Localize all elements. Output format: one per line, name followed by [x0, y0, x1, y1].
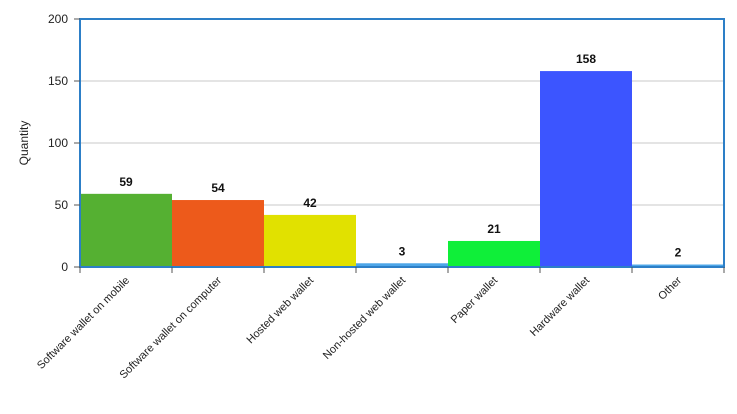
x-tick-label: Software wallet on mobile — [35, 275, 132, 372]
x-tick-label: Paper wallet — [449, 275, 500, 326]
data-label: 21 — [487, 222, 501, 236]
bar — [356, 263, 448, 267]
x-tick-label: Non-hosted web wallet — [321, 275, 408, 362]
y-axis-title: Quantity — [17, 121, 31, 166]
x-tick-label: Software wallet on computer — [117, 274, 224, 381]
bar — [80, 193, 172, 267]
data-labels: 59 54 42 3 21 158 2 — [119, 52, 681, 259]
y-tick-label: 50 — [55, 198, 69, 212]
data-label: 3 — [399, 244, 406, 258]
data-label: 54 — [211, 181, 225, 195]
y-tick-label: 100 — [48, 136, 68, 150]
y-axis-ticks: 0 50 100 150 200 — [48, 12, 80, 274]
data-label: 158 — [576, 52, 596, 66]
y-tick-label: 200 — [48, 12, 68, 26]
data-label: 42 — [303, 196, 317, 210]
bar — [448, 240, 540, 267]
data-label: 2 — [675, 246, 682, 260]
x-tick-label: Hardware wallet — [528, 275, 592, 339]
x-tick-label: Other — [656, 274, 684, 302]
y-tick-label: 0 — [61, 260, 68, 274]
bars — [80, 71, 724, 267]
x-tick-label: Hosted web wallet — [245, 275, 317, 347]
bar — [264, 214, 356, 267]
bar — [540, 71, 632, 267]
data-label: 59 — [119, 175, 133, 189]
y-tick-label: 150 — [48, 74, 68, 88]
bar — [632, 264, 724, 267]
bar — [172, 200, 264, 267]
